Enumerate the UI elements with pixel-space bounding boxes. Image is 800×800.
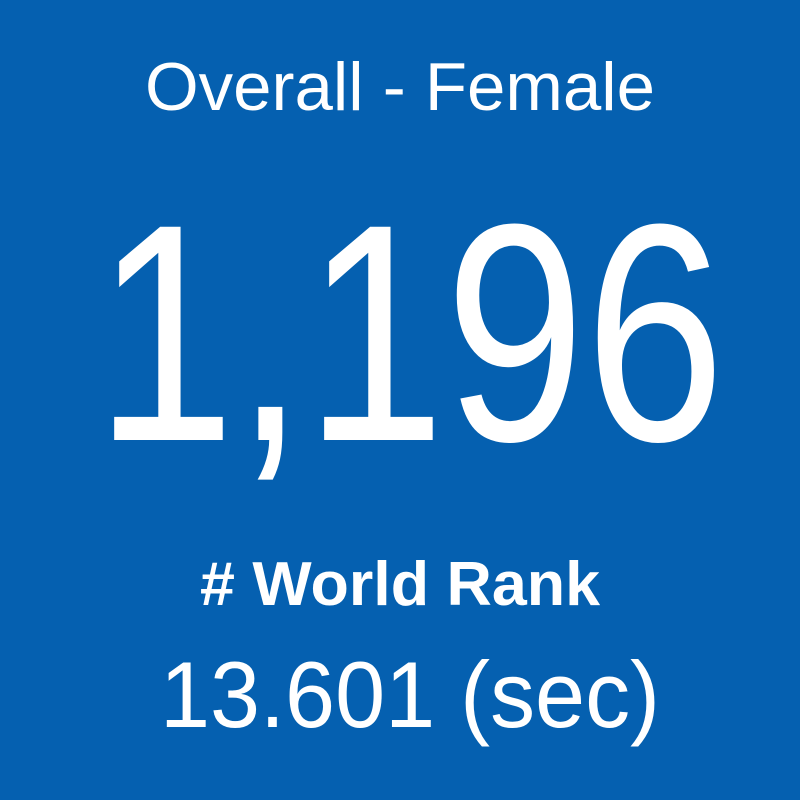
tile-label: # World Rank: [200, 550, 601, 619]
tile-value: 1,196: [95, 159, 725, 506]
tile-title: Overall - Female: [145, 49, 655, 125]
tile-time: 13.601 (sec): [160, 642, 660, 747]
